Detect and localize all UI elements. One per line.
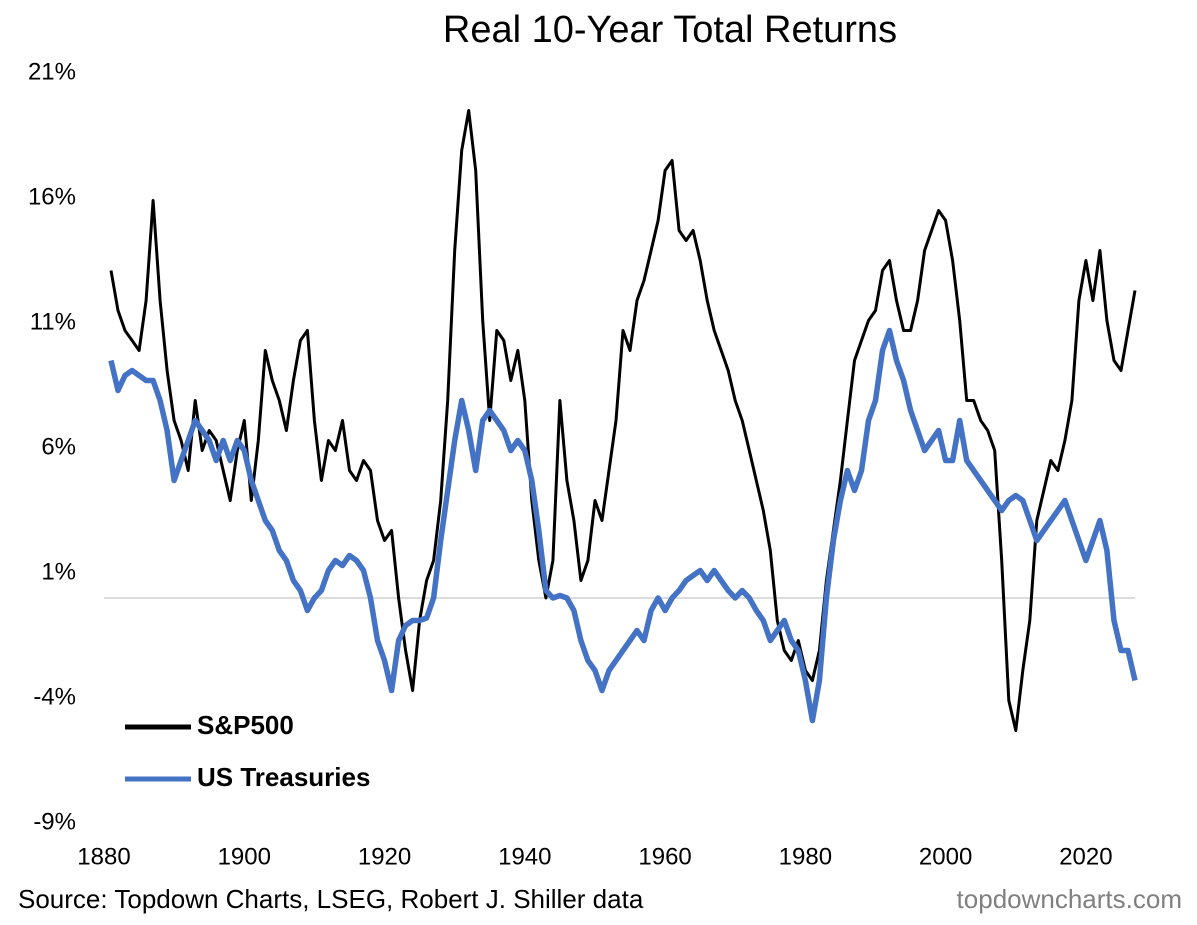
x-tick-label: 1920 <box>358 843 411 870</box>
series-line <box>109 109 1137 732</box>
x-tick-label: 1940 <box>498 843 551 870</box>
x-tick-label: 2020 <box>1059 843 1112 870</box>
y-tick-label: 6% <box>41 433 76 460</box>
x-tick-label: 1880 <box>77 843 130 870</box>
y-tick-label: -4% <box>33 683 76 710</box>
y-tick-label: 21% <box>28 58 76 85</box>
watermark: topdowncharts.com <box>957 884 1182 914</box>
y-tick-label: -9% <box>33 808 76 835</box>
x-tick-label: 1980 <box>779 843 832 870</box>
x-tick-label: 1960 <box>638 843 691 870</box>
source: Source: Topdown Charts, LSEG, Robert J. … <box>18 884 644 914</box>
x-tick-label: 1900 <box>218 843 271 870</box>
legend-label: US Treasuries <box>197 762 370 792</box>
x-tick-label: 2000 <box>919 843 972 870</box>
y-tick-label: 11% <box>30 308 76 335</box>
legend-label: S&P500 <box>197 710 294 740</box>
series-line <box>108 327 1138 724</box>
chart-title: Real 10-Year Total Returns <box>443 9 897 51</box>
y-tick-label: 1% <box>41 558 76 585</box>
y-tick-label: 16% <box>28 183 76 210</box>
